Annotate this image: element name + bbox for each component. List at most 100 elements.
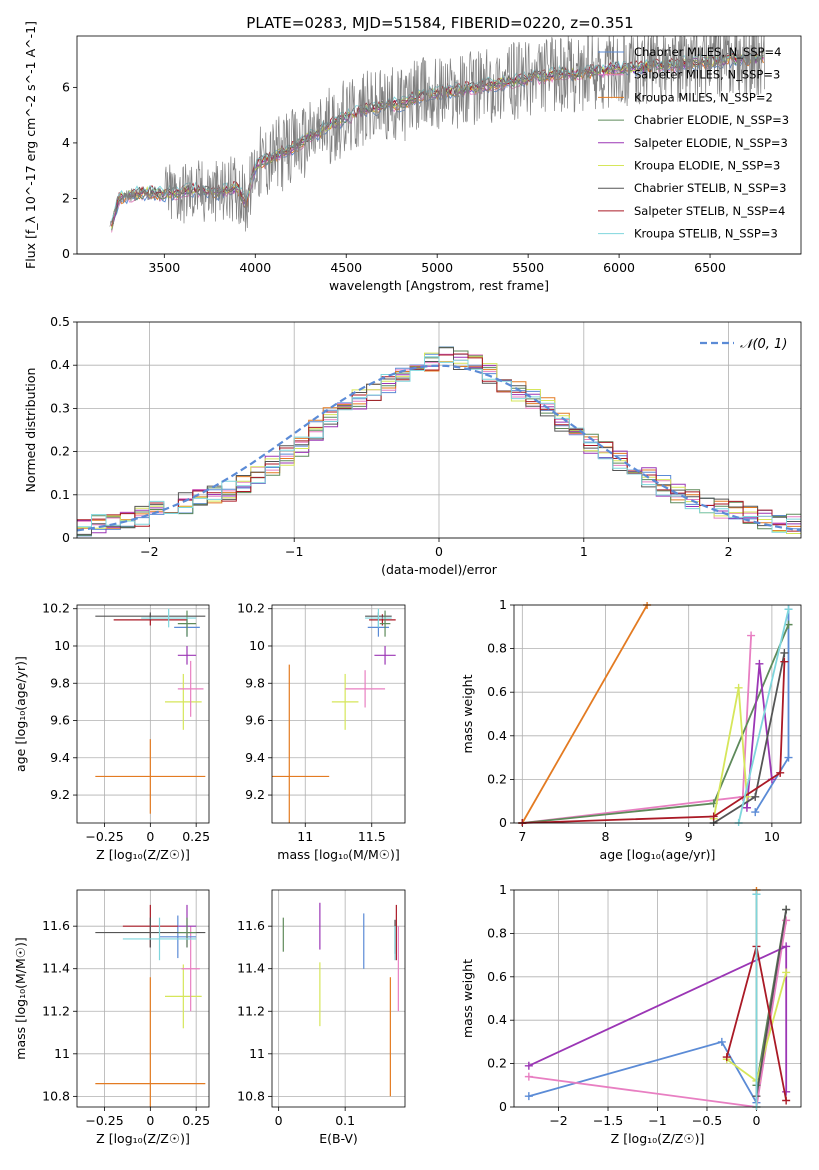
mass-weight-vs-Z-ytick-label: 0.4	[487, 1012, 507, 1027]
residuals-ylabel: Normed distribution	[23, 368, 38, 493]
residuals-frame	[76, 321, 802, 539]
age-vs-mass-ytick-label: 9.8	[245, 675, 265, 690]
mass-weight-vs-age-xtick-label: 10	[764, 829, 780, 844]
mass-weight-vs-Z-xtick-label: −0.5	[692, 1113, 722, 1128]
mass-vs-EBV-ytick-label: 11.6	[237, 918, 265, 933]
age-vs-mass-ytick-label: 9.4	[245, 750, 265, 765]
mass-vs-Z-plot-area	[95, 904, 206, 1107]
mass-weight-vs-Z-xtick-label: −1	[648, 1113, 666, 1128]
mass-weight-vs-Z-series-marker	[782, 968, 791, 977]
age-vs-Z-xtick-label: −0.25	[85, 829, 123, 844]
mass-weight-vs-age-series-marker	[747, 631, 756, 640]
spectrum-legend-label: Kroupa MILES, N_SSP=2	[634, 90, 773, 104]
mass-weight-vs-age-ytick-label: 0.6	[487, 684, 507, 699]
mass-weight-vs-Z-series-marker	[717, 1037, 726, 1046]
spectrum-ylabel: Flux [f_λ 10^-17 erg cm^-2 s^-1 A^-1]	[23, 21, 38, 269]
mass-vs-Z-ytick-label: 10.8	[42, 1088, 70, 1103]
mass-vs-Z-ytick-label: 11.4	[42, 961, 70, 976]
mass-weight-vs-Z-series-marker	[524, 1092, 533, 1101]
mass-weight-vs-Z-xtick-label: 0	[752, 1113, 760, 1128]
mass-weight-vs-age-ytick-label: 0	[499, 815, 507, 830]
mass-weight-vs-age-ytick-label: 0.4	[487, 728, 507, 743]
age-vs-Z-ytick-label: 9.6	[50, 713, 70, 728]
age-vs-mass-ytick-label: 9.2	[245, 787, 265, 802]
mass-weight-vs-age-series-marker	[751, 792, 760, 801]
age-vs-Z-ytick-label: 9.8	[50, 675, 70, 690]
age-vs-Z-xtick-label: 0.25	[182, 829, 210, 844]
residuals-ytick-label: 0.3	[50, 400, 70, 415]
spectrum-xlabel: wavelength [Angstrom, rest frame]	[329, 278, 549, 293]
mass-weight-vs-age-xtick-label: 7	[518, 829, 526, 844]
age-vs-Z-ylabel: age [log₁₀(age/yr)]	[13, 656, 28, 772]
mass-weight-vs-age-ytick-label: 0.2	[487, 771, 507, 786]
mass-vs-EBV-ytick-label: 11.2	[237, 1003, 265, 1018]
residuals-legend-label: 𝒩(0, 1)	[740, 337, 787, 352]
age-vs-mass-plot-area	[272, 608, 396, 823]
spectrum-legend-label: Salpeter ELODIE, N_SSP=3	[634, 136, 788, 150]
mass-weight-vs-Z-series-line	[755, 909, 788, 1097]
spectrum-xtick-label: 5500	[512, 260, 544, 275]
residuals-ytick-label: 0.5	[50, 314, 70, 329]
residuals-xlabel: (data-model)/error	[381, 562, 498, 577]
mass-vs-EBV-ytick-label: 11	[249, 1046, 265, 1061]
mass-vs-EBV-plot-area	[282, 902, 399, 1097]
spectrum-legend-label: Chabrier MILES, N_SSP=4	[634, 45, 781, 59]
mass-weight-vs-age-xtick-label: 9	[685, 829, 693, 844]
mass-weight-vs-age-series-marker	[755, 659, 764, 668]
age-vs-Z-ytick-label: 10.2	[42, 601, 70, 616]
age-vs-Z-ytick-label: 9.2	[50, 787, 70, 802]
age-vs-mass-xlabel: mass [log₁₀(M/M☉)]	[277, 847, 399, 862]
age-vs-mass-ytick-label: 10	[249, 638, 265, 653]
age-vs-Z-ytick-label: 10	[54, 638, 70, 653]
age-vs-mass-frame	[271, 604, 406, 824]
mass-weight-vs-Z-ytick-label: 1	[499, 882, 507, 897]
mass-vs-EBV-xtick-label: 0.1	[335, 1113, 355, 1128]
residuals-plot-area	[77, 346, 801, 538]
mass-weight-vs-Z-series-marker	[752, 890, 761, 899]
mass-weight-vs-age-series-marker	[742, 803, 751, 812]
mass-weight-vs-Z-plot-area	[524, 887, 791, 1110]
spectrum-data-line	[109, 36, 765, 232]
age-vs-mass-xtick-label: 11.5	[358, 829, 386, 844]
mass-weight-vs-Z-series-marker	[782, 905, 791, 914]
mass-weight-vs-age-series-marker	[784, 605, 793, 614]
mass-weight-vs-Z-ytick-label: 0.6	[487, 969, 507, 984]
mass-weight-vs-age-series-marker	[776, 768, 785, 777]
mass-weight-vs-Z-series-marker	[524, 1072, 533, 1081]
mass-vs-Z-xtick-label: 0	[146, 1113, 154, 1128]
mass-weight-vs-age-ylabel: mass weight	[460, 674, 475, 753]
mass-vs-EBV-ytick-label: 11.4	[237, 961, 265, 976]
residuals-xtick-label: 0	[435, 544, 443, 559]
spectrum-ytick-label: 2	[62, 190, 70, 205]
mass-vs-EBV-ytick-label: 10.8	[237, 1088, 265, 1103]
spectrum-plot-area	[109, 36, 765, 233]
mass-vs-Z-ylabel: mass [log₁₀(M/M☉)]	[13, 937, 28, 1059]
spectrum-legend-label: Chabrier ELODIE, N_SSP=3	[634, 113, 789, 127]
age-vs-Z-xlabel: Z [log₁₀(Z/Z☉)]	[96, 847, 190, 862]
mass-vs-Z-ytick-label: 11.2	[42, 1003, 70, 1018]
residuals-histogram-step	[77, 356, 801, 538]
mass-vs-EBV-xlabel: E(B-V)	[319, 1131, 358, 1146]
age-vs-mass-xtick-label: 11	[297, 829, 313, 844]
mass-weight-vs-Z-ytick-label: 0.2	[487, 1056, 507, 1071]
age-vs-mass-ytick-label: 9.6	[245, 713, 265, 728]
mass-weight-vs-Z-ylabel: mass weight	[460, 959, 475, 1038]
residuals-ytick-label: 0.1	[50, 487, 70, 502]
spectrum-xtick-label: 5000	[421, 260, 453, 275]
mass-weight-vs-Z-frame	[513, 889, 802, 1108]
spectrum-ytick-label: 0	[62, 246, 70, 261]
residuals-xtick-label: −1	[285, 544, 303, 559]
age-vs-Z-frame	[76, 604, 210, 824]
mass-vs-EBV-xtick-label: 0	[275, 1113, 283, 1128]
mass-weight-vs-age-series-marker	[784, 753, 793, 762]
mass-weight-vs-age-xtick-label: 8	[602, 829, 610, 844]
mass-weight-vs-age-ytick-label: 0.8	[487, 641, 507, 656]
mass-weight-vs-Z-series-marker	[722, 1053, 731, 1062]
spectrum-legend-label: Chabrier STELIB, N_SSP=3	[634, 181, 786, 195]
mass-weight-vs-Z-ytick-label: 0.8	[487, 925, 507, 940]
spectrum-legend-label: Kroupa ELODIE, N_SSP=3	[634, 159, 780, 173]
mass-weight-vs-age-series-marker	[709, 812, 718, 821]
mass-weight-vs-age-series-marker	[751, 808, 760, 817]
mass-weight-vs-age-ytick-label: 1	[499, 597, 507, 612]
